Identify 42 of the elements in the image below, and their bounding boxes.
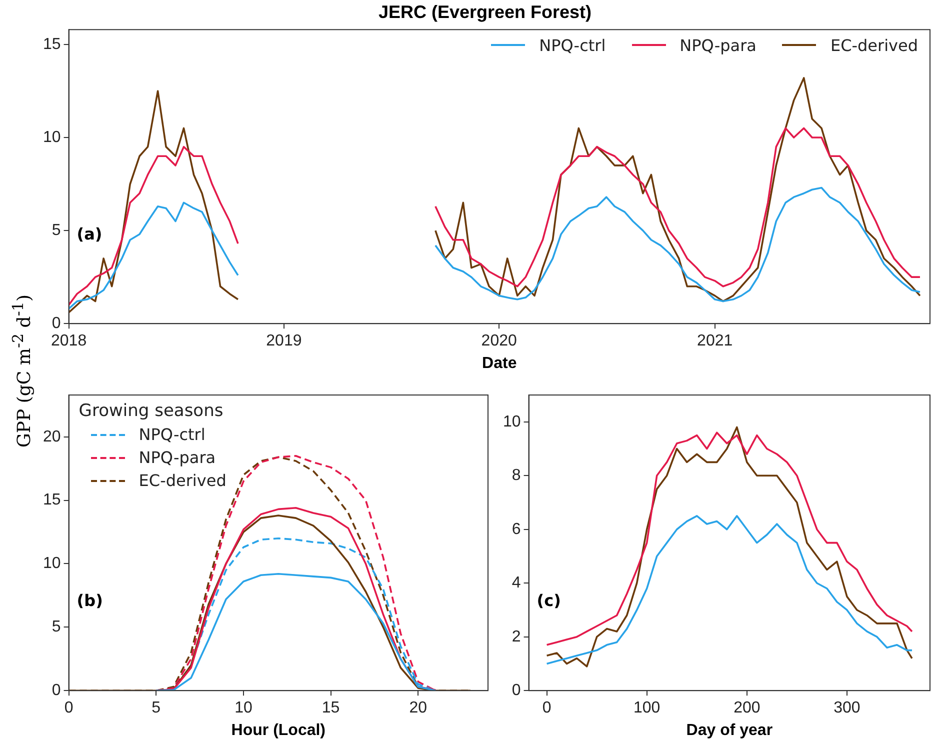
x-axis-title: Hour (Local) [231, 722, 326, 739]
annotation: (c) [536, 591, 561, 610]
y-tick-label: 5 [52, 618, 61, 636]
legend-label: NPQ-para [680, 36, 756, 55]
x-tick-label: 2018 [51, 332, 87, 350]
x-tick-label: 200 [734, 700, 760, 717]
x-tick-label: 100 [634, 700, 660, 717]
y-tick-label: 15 [43, 36, 61, 53]
y-tick-label: 8 [512, 467, 521, 484]
x-tick-label: 2021 [697, 332, 733, 350]
y-tick-label: 0 [52, 682, 61, 700]
legend-label: NPQ-para [138, 448, 216, 467]
y-tick-label: 0 [52, 315, 61, 332]
x-axis-title: Day of year [686, 722, 773, 739]
y-tick-label: 5 [52, 222, 61, 239]
y-tick-label: 15 [43, 492, 61, 509]
y-tick-label: 6 [512, 520, 521, 538]
y-tick-label: 2 [512, 628, 521, 646]
chart-title: JERC (Evergreen Forest) [378, 2, 592, 22]
y-tick-label: 0 [512, 682, 521, 700]
x-tick-label: 300 [834, 700, 860, 717]
legend-label: NPQ-ctrl [539, 36, 606, 55]
legend-title: Growing seasons [78, 401, 224, 421]
y-tick-label: 20 [43, 428, 61, 446]
annotation: (a) [76, 224, 102, 244]
x-tick-label: 2020 [481, 332, 517, 350]
x-tick-label: 15 [322, 700, 340, 717]
x-tick-label: 5 [152, 700, 161, 717]
x-tick-label: 0 [64, 700, 74, 717]
x-tick-label: 20 [409, 700, 428, 717]
y-tick-label: 10 [503, 413, 521, 430]
legend-label: EC-derived [138, 471, 226, 490]
y-tick-label: 4 [512, 574, 521, 592]
x-tick-label: 10 [234, 700, 252, 717]
x-tick-label: 2019 [266, 332, 302, 350]
x-axis-title: Date [482, 354, 517, 372]
legend-label: NPQ-ctrl [138, 425, 206, 444]
y-tick-label: 10 [43, 128, 61, 146]
annotation: (b) [76, 591, 103, 610]
y-tick-label: 10 [43, 555, 61, 572]
x-tick-label: 0 [542, 700, 552, 717]
legend-label: EC-derived [830, 36, 918, 55]
